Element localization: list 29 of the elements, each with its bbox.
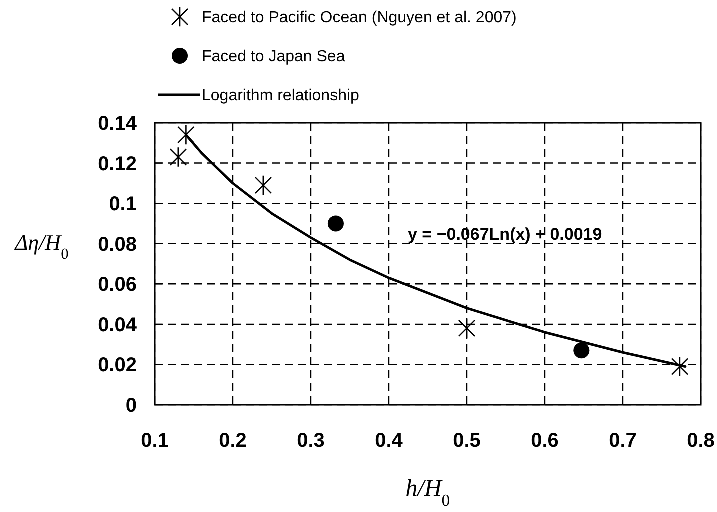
legend-label: Logarithm relationship <box>202 88 360 105</box>
y-tick-label: 0.02 <box>98 354 137 377</box>
y-tick-label: 0.08 <box>98 234 137 256</box>
x-axis-title: h/H$_{0}$ <box>406 476 450 510</box>
legend-label: Faced to Pacific Ocean (Nguyen et al. 2007) <box>202 10 517 27</box>
point <box>574 342 590 359</box>
y-tick-label: 0.04 <box>98 314 138 336</box>
x-tick-label: 0.8 <box>687 430 715 452</box>
point <box>458 318 476 339</box>
point <box>328 216 344 232</box>
x-tick-label: 0.2 <box>219 430 247 452</box>
point <box>254 175 272 196</box>
point <box>671 356 689 377</box>
y-tick-label: 0.12 <box>98 153 137 176</box>
y-tick-label: 0 <box>126 395 137 417</box>
annotation: y = −0.067Ln(x) + 0.0019 <box>408 225 602 244</box>
y-axis-title: Δη/H$_{0}$ <box>14 230 70 262</box>
y-tick-label: 0.14 <box>98 113 138 135</box>
x-tick-label: 0.3 <box>297 430 325 452</box>
x-tick-label: 0.5 <box>453 430 481 452</box>
x-tick-label: 0.1 <box>141 430 169 452</box>
y-tick-label: 0.1 <box>109 194 137 216</box>
x-tick-label: 0.6 <box>531 430 559 452</box>
x-tick-label: 0.4 <box>375 430 404 452</box>
x-tick-label: 0.7 <box>609 430 637 452</box>
legend-label: Faced to Japan Sea <box>202 48 346 66</box>
point <box>170 146 188 168</box>
y-tick-label: 0.06 <box>98 274 137 296</box>
point <box>178 124 195 146</box>
